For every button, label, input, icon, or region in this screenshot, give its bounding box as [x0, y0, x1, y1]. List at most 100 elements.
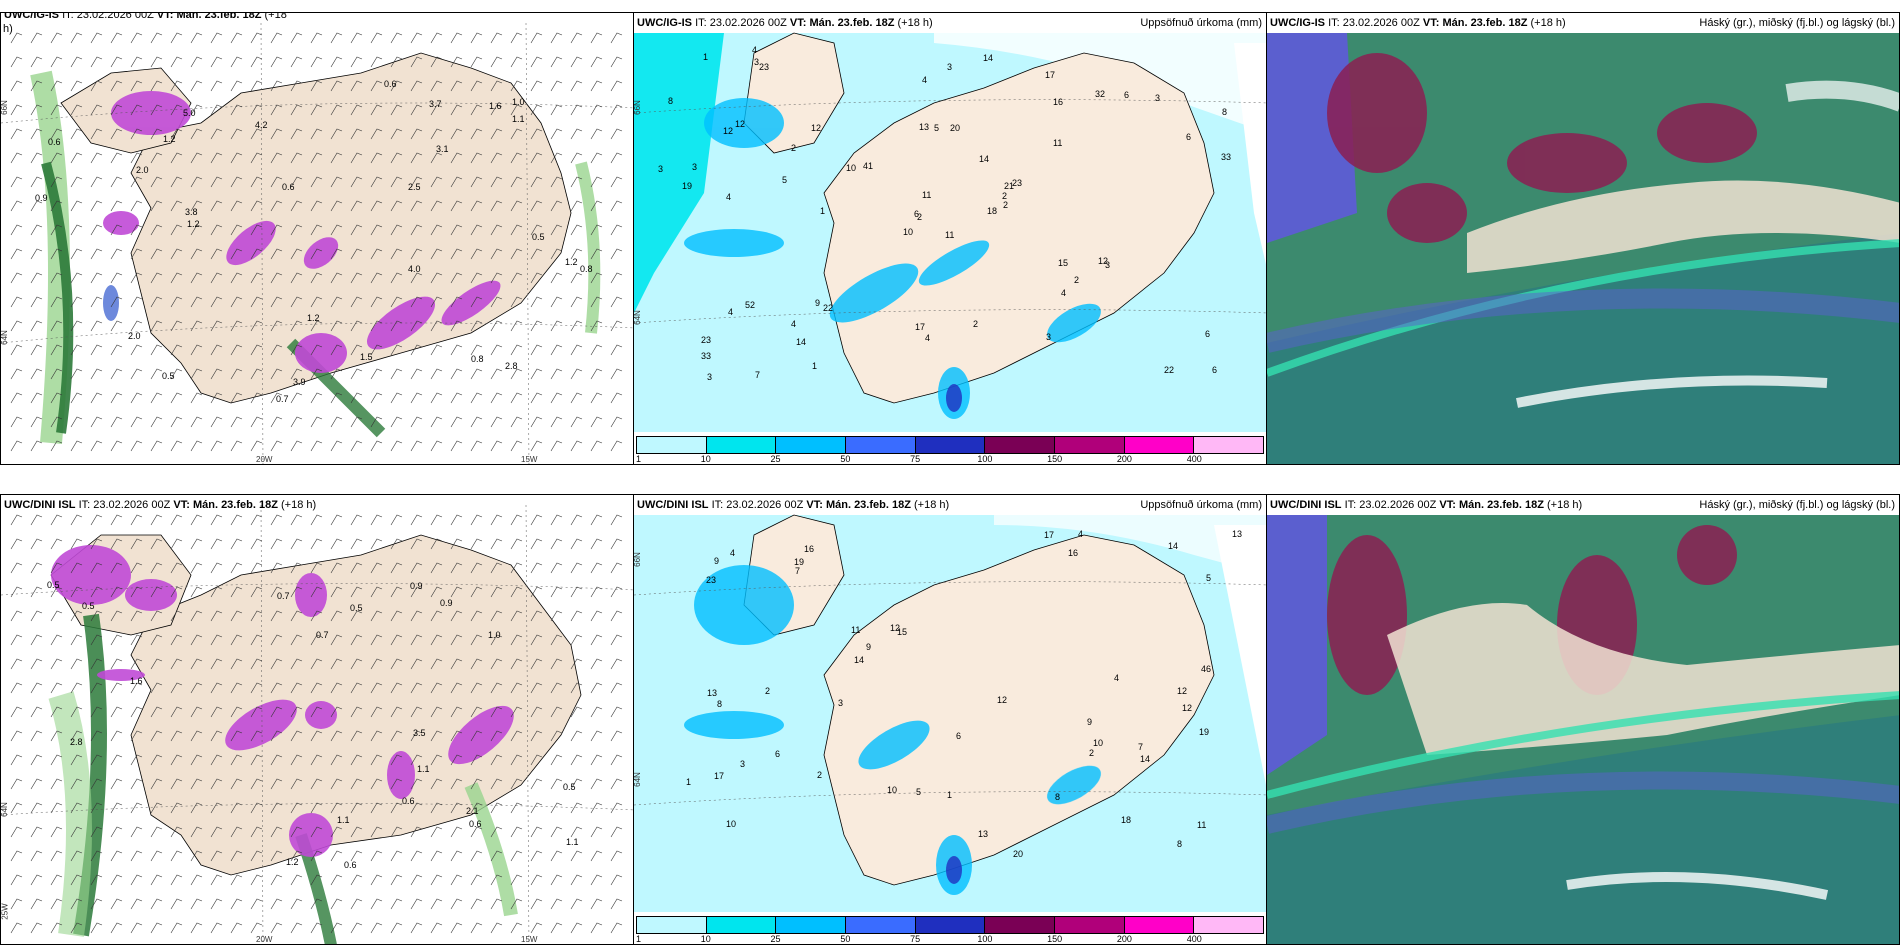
wind-barb [270, 610, 283, 622]
wind-barb [570, 176, 583, 188]
colorbar-swatch [1055, 917, 1125, 933]
wind-barb [490, 296, 503, 308]
wind-barb [310, 176, 323, 188]
wind-barb [190, 826, 203, 838]
wind-barb [10, 922, 23, 934]
wind-barb [570, 368, 583, 380]
wind-barb [150, 898, 163, 910]
value-label: 3.7 [429, 99, 442, 109]
wind-barb [550, 610, 563, 622]
wind-barb [450, 272, 463, 284]
wind-barb [210, 778, 223, 790]
wind-barb [70, 874, 83, 886]
wind-barb [570, 56, 583, 68]
wind-barb [290, 440, 303, 452]
wind-barb [490, 634, 503, 646]
vt-label: VT: [1422, 17, 1440, 29]
wind-barb [130, 320, 143, 332]
wind-barb [70, 344, 83, 356]
wind-barb [610, 874, 623, 886]
wind-barb [70, 898, 83, 910]
wind-barb [150, 128, 163, 140]
wind-barb [350, 104, 363, 116]
wind-barb [170, 152, 183, 164]
colorbar-swatch [1194, 437, 1264, 453]
wind-barb [310, 706, 323, 718]
wind-barb [390, 658, 403, 670]
wind-barb [350, 416, 363, 428]
field-name: Háský (gr.), miðský (fj.bl.) og lágský (… [1699, 17, 1895, 29]
wind-barb [190, 176, 203, 188]
wind-barb [110, 224, 123, 236]
wind-barb [10, 80, 23, 92]
wind-barb [130, 922, 143, 934]
wind-barb [390, 610, 403, 622]
value-label: 13 [1232, 529, 1242, 539]
value-label: 33 [1221, 152, 1231, 162]
wind-barb [210, 80, 223, 92]
wind-barb [530, 56, 543, 68]
value-label: 19 [794, 557, 804, 567]
value-label: 16 [1068, 548, 1078, 558]
wind-barb [410, 634, 423, 646]
value-label: 4 [1114, 673, 1119, 683]
wind-barb [530, 634, 543, 646]
value-label: 1.1 [512, 114, 525, 124]
wind-barb [30, 850, 43, 862]
wind-barb [390, 706, 403, 718]
value-label: 1.2 [565, 257, 578, 267]
wind-barb [430, 826, 443, 838]
wind-barb [10, 128, 23, 140]
wind-barb [550, 538, 563, 550]
value-label: 6 [1186, 132, 1191, 142]
wind-barb [190, 802, 203, 814]
wind-barb [330, 272, 343, 284]
wind-barb [190, 730, 203, 742]
wind-barb [450, 922, 463, 934]
wind-barb [110, 730, 123, 742]
wind-barb [270, 682, 283, 694]
wind-barb [230, 152, 243, 164]
wind-barb [550, 320, 563, 332]
wind-barb [590, 538, 603, 550]
wind-barb [310, 368, 323, 380]
wind-barb [390, 200, 403, 212]
wind-barb [610, 56, 623, 68]
wind-barb [90, 272, 103, 284]
wind-barb [90, 802, 103, 814]
wind-barb [550, 562, 563, 574]
wind-barb [170, 32, 183, 44]
model-name: UWC/DINI ISL [637, 499, 709, 511]
wind-barb [10, 658, 23, 670]
wind-barb [190, 104, 203, 116]
wind-barb [550, 248, 563, 260]
wind-barb [310, 922, 323, 934]
wind-barb [490, 586, 503, 598]
wind-barb [430, 874, 443, 886]
wind-barb [10, 730, 23, 742]
wind-barb [230, 802, 243, 814]
wind-barb [110, 634, 123, 646]
value-label: 10 [1093, 738, 1103, 748]
wind-barb [150, 586, 163, 598]
wind-barb [570, 272, 583, 284]
wind-barb [170, 730, 183, 742]
lead-time: (+18 [264, 12, 287, 21]
wind-barb [490, 416, 503, 428]
wind-barb [210, 368, 223, 380]
wind-barb [150, 296, 163, 308]
wind-barb [530, 730, 543, 742]
wind-barb [310, 152, 323, 164]
wind-barb [170, 514, 183, 526]
wind-barb [50, 344, 63, 356]
wind-barb [370, 224, 383, 236]
wind-barb [330, 392, 343, 404]
wind-barb [90, 850, 103, 862]
wind-barb [70, 104, 83, 116]
wind-barb [70, 922, 83, 934]
wind-barb [230, 248, 243, 260]
wind-barb [370, 320, 383, 332]
wind-barb [610, 128, 623, 140]
wind-barb [330, 562, 343, 574]
model-name: UWC/IG-IS [637, 17, 692, 29]
